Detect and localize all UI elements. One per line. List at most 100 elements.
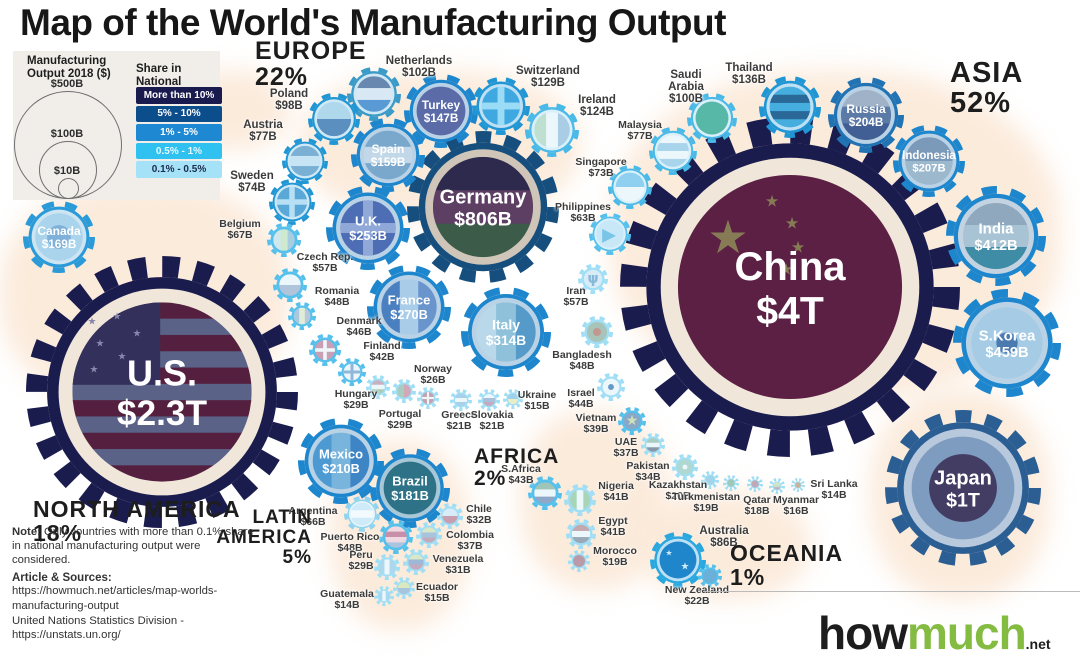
gear-venezuela	[403, 549, 429, 575]
gear-kazakhstan	[701, 471, 719, 489]
svg-text:★: ★	[96, 339, 105, 350]
legend-swatch-0-1-0-5: 0.1% - 0.5%	[136, 161, 222, 178]
gear-uae	[641, 433, 665, 457]
gear-portugal	[392, 379, 416, 403]
gear-s-korea: S.Korea$459B	[952, 288, 1061, 397]
gear-russia: Russia$204B	[828, 76, 905, 154]
gear-bangladesh	[581, 316, 613, 348]
gear-japan: Japan$1T	[884, 409, 1041, 566]
gear-name-india: India	[978, 220, 1014, 237]
gear-morocco	[568, 550, 590, 572]
gear-name-spain: Spain	[372, 142, 405, 156]
legend-swatch-0-5-1: 0.5% - 1%	[136, 142, 222, 160]
gear-hungary	[366, 375, 390, 399]
source-url-2: United Nations Statistics Division - htt…	[12, 614, 185, 642]
gear-australia: ★★	[649, 531, 706, 588]
gear-netherlands	[346, 66, 401, 121]
gear-name-canada: Canada	[37, 224, 81, 238]
svg-text:★: ★	[133, 329, 142, 340]
svg-text:ψ: ψ	[587, 271, 598, 287]
gear-israel	[597, 373, 625, 401]
gear-value-india: $412B	[974, 238, 1017, 254]
gear-germany: Germany$806B	[407, 130, 560, 284]
svg-text:★: ★	[681, 562, 690, 573]
gear-turkmenistan	[723, 475, 739, 491]
gear-saudi-arabia	[687, 93, 737, 143]
legend-size-title: Manufacturing Output 2018 ($)	[27, 55, 111, 80]
gear-myanmar	[769, 478, 785, 494]
svg-text:▶: ▶	[602, 225, 616, 246]
gear-ireland	[525, 102, 580, 157]
logo-much: much	[906, 607, 1027, 659]
gear-greece	[450, 389, 472, 411]
note-label: Note:	[12, 526, 41, 538]
gear-u-s: ★ ★★★★★ U.S.$2.3T	[26, 256, 298, 529]
gear-italy: Italy$314B	[460, 286, 551, 377]
gear-name-italy: Italy	[492, 316, 520, 332]
gear-value-indonesia: $207B	[912, 163, 945, 175]
gear-name-germany: Germany	[440, 186, 528, 208]
gear-chile	[437, 503, 463, 529]
legend-circle-label-500b: $500B	[50, 78, 84, 90]
svg-text:★: ★	[779, 260, 793, 279]
svg-text:★: ★	[765, 192, 779, 211]
gear-mexico: Mexico$210B	[297, 417, 384, 504]
gear-name-brazil: Brazil	[392, 474, 427, 489]
legend-swatch-more-than-10: More than 10%	[136, 87, 222, 104]
svg-text:★: ★	[88, 317, 97, 328]
gear-pakistan	[672, 454, 698, 480]
gear-ecuador	[393, 577, 415, 599]
gear-qatar	[747, 476, 763, 492]
gear-value-spain: $159B	[371, 156, 406, 169]
gear-malaysia	[648, 127, 697, 175]
footer-divider	[703, 591, 1080, 592]
howmuch-logo: howmuch.net	[818, 606, 1051, 660]
legend-swatch-1-5: 1% - 5%	[136, 124, 222, 141]
gear-peru	[374, 554, 400, 580]
gear-puerto-rico	[379, 520, 413, 554]
gear-name-russia: Russia	[846, 102, 886, 116]
gear-name-u-s: U.S.	[127, 353, 197, 394]
gear-belgium	[267, 223, 301, 257]
legend-swatch-5-10: 5% - 10%	[136, 105, 222, 123]
gear-ukraine	[503, 389, 523, 409]
footer-notes: Note: Only countries with more than 0.1%…	[12, 526, 257, 643]
gear-argentina	[344, 496, 380, 532]
svg-text:★: ★	[118, 352, 127, 363]
source-url-1: https://howmuch.net/articles/map-worlds-…	[12, 585, 218, 613]
gear-name-japan: Japan	[934, 467, 992, 489]
gear-value-u-s: $2.3T	[117, 394, 208, 433]
gear-philippines: ▶	[589, 213, 631, 255]
legend-circle-label-100b: $100B	[50, 128, 84, 140]
gear-s-africa	[528, 476, 562, 510]
gear-name-indonesia: Indonesia	[902, 150, 956, 162]
gear-egypt	[566, 519, 596, 549]
gear-sri-lanka	[791, 478, 805, 492]
gear-value-mexico: $210B	[322, 461, 360, 476]
sources-title: Article & Sources:	[12, 572, 112, 585]
gear-indonesia: Indonesia$207B	[892, 125, 965, 197]
logo-how: how	[818, 607, 908, 659]
svg-text:★: ★	[626, 413, 639, 429]
gear-spain: Spain$159B	[350, 118, 425, 192]
gear-value-u-k: $253B	[349, 228, 387, 243]
svg-text:★: ★	[90, 365, 99, 376]
gear-u-k: U.K.$253B	[326, 186, 411, 271]
svg-text:★: ★	[113, 312, 122, 323]
gear-india: India$412B	[946, 186, 1046, 286]
gear-czech-rep	[273, 268, 307, 302]
gear-name-s-korea: S.Korea	[979, 327, 1036, 344]
gear-switzerland	[471, 76, 530, 135]
logo-net: .net	[1025, 636, 1051, 652]
gear-iran: ψ	[578, 264, 608, 294]
gear-france: France$270B	[367, 265, 452, 350]
gear-name-mexico: Mexico	[319, 447, 363, 462]
gear-guatemala	[374, 586, 394, 606]
gear-norway	[417, 387, 439, 409]
gear-romania	[288, 302, 316, 330]
gear-value-canada: $169B	[42, 238, 77, 251]
gear-value-france: $270B	[390, 307, 428, 322]
gear-value-italy: $314B	[486, 333, 527, 348]
